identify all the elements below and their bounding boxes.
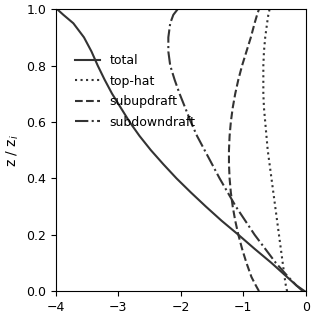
Legend: total, top-hat, subupdraft, subdowndraft: total, top-hat, subupdraft, subdowndraft xyxy=(70,49,201,134)
Y-axis label: z / z$_i$: z / z$_i$ xyxy=(4,134,20,167)
